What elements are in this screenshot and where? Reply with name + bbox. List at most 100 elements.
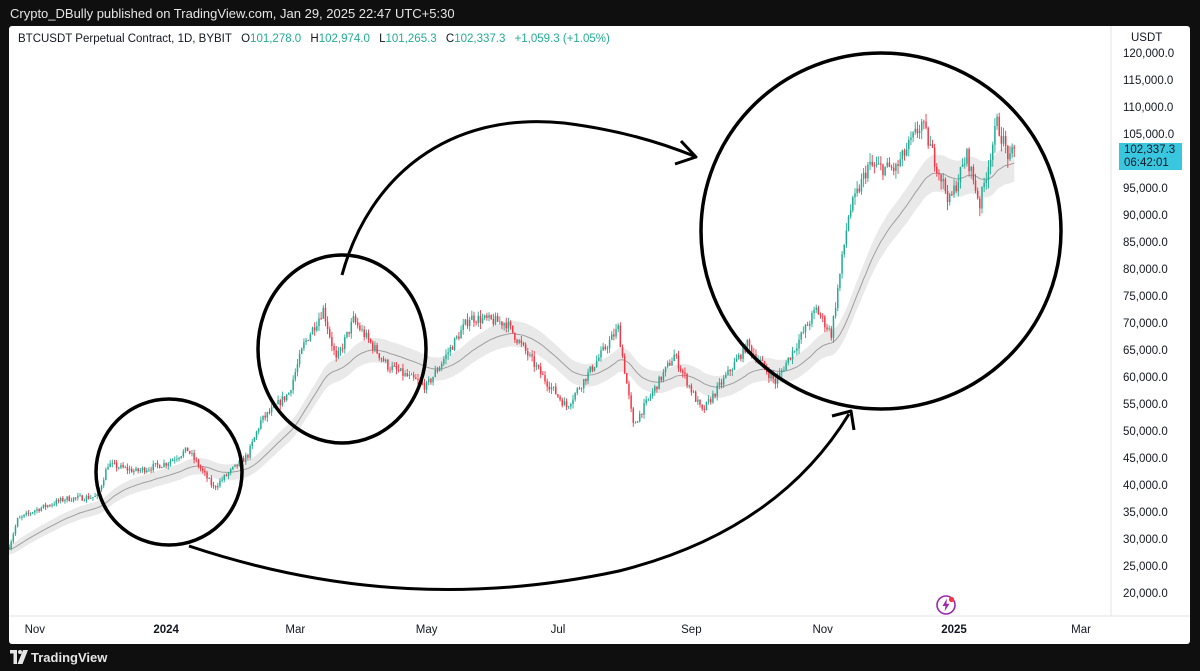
- candle: [725, 371, 727, 379]
- candle: [651, 388, 654, 399]
- candle: [946, 184, 949, 211]
- publisher-line: Crypto_DBully published on TradingView.c…: [10, 6, 455, 21]
- candle: [305, 337, 307, 346]
- candle: [710, 396, 712, 405]
- candle: [854, 188, 856, 205]
- candle: [257, 427, 260, 435]
- candle: [908, 136, 910, 157]
- candle: [92, 497, 94, 501]
- price-tick-label: 30,000.0: [1123, 534, 1168, 546]
- candle: [251, 438, 254, 450]
- candle: [466, 313, 469, 329]
- time-tick-label: Mar: [1071, 624, 1091, 636]
- candle: [875, 156, 878, 168]
- candle: [193, 449, 195, 464]
- candle: [479, 310, 482, 330]
- candle: [966, 147, 968, 167]
- candle: [53, 501, 55, 507]
- candle: [918, 124, 921, 139]
- candle: [51, 502, 53, 508]
- flash-icon[interactable]: [935, 594, 957, 616]
- candle: [585, 378, 587, 385]
- candle: [589, 366, 591, 374]
- candle: [824, 315, 826, 333]
- candle: [382, 356, 385, 362]
- time-tick-label: Sep: [681, 624, 701, 636]
- candle: [996, 113, 998, 130]
- candle: [158, 464, 161, 469]
- candle: [858, 184, 861, 194]
- price-tick-label: 65,000.0: [1123, 345, 1168, 357]
- candle: [737, 352, 740, 360]
- candle: [880, 156, 882, 171]
- candle: [219, 478, 221, 488]
- candle: [189, 450, 191, 455]
- last-price-badge: 102,337.3 06:42:01: [1119, 143, 1182, 170]
- open-value: 101,278.0: [250, 33, 302, 45]
- candle: [148, 467, 150, 473]
- candle: [888, 157, 891, 168]
- candle: [964, 157, 966, 169]
- candle: [600, 346, 602, 362]
- candle: [249, 443, 251, 461]
- candle: [953, 179, 955, 198]
- candle: [21, 515, 23, 521]
- chart-panel[interactable]: 20,000.0 25,000.0 30,000.0 35,000.0 40,000.0…: [9, 26, 1190, 644]
- open-label: O: [241, 33, 251, 45]
- candle: [389, 366, 391, 374]
- candle: [191, 449, 193, 457]
- candle: [936, 163, 938, 177]
- price-tick-label: 115,000.0: [1123, 75, 1173, 87]
- candle: [529, 352, 531, 358]
- candle: [645, 395, 647, 406]
- candle: [66, 496, 68, 503]
- time-tick-label: Jul: [551, 624, 566, 636]
- candle: [948, 192, 951, 206]
- candle: [130, 466, 133, 473]
- candle: [38, 508, 40, 513]
- candle: [449, 344, 452, 357]
- price-tick-label: 70,000.0: [1123, 318, 1168, 330]
- candle: [802, 326, 805, 335]
- candle: [916, 121, 919, 138]
- candle: [654, 384, 656, 396]
- candle: [27, 510, 30, 517]
- time-axis[interactable]: Nov 2024 Mar May Jul Sep Nov 2025 Mar: [25, 624, 1091, 636]
- tradingview-brand[interactable]: TradingView: [31, 650, 108, 665]
- price-chart[interactable]: 20,000.0 25,000.0 30,000.0 35,000.0 40,000.0…: [9, 26, 1190, 644]
- candle: [301, 347, 303, 355]
- price-axis[interactable]: 20,000.0 25,000.0 30,000.0 35,000.0 40,000.0…: [1123, 48, 1174, 600]
- candle: [849, 204, 852, 219]
- time-tick-label: 2024: [153, 624, 179, 636]
- candle: [223, 474, 226, 483]
- annotation-arrow-lower: [188, 413, 851, 592]
- candle: [59, 496, 62, 504]
- candle: [821, 313, 824, 323]
- candle: [161, 466, 163, 469]
- price-unit-label[interactable]: USDT: [1131, 32, 1163, 44]
- candle: [910, 131, 912, 146]
- candle: [811, 310, 813, 328]
- candle: [245, 452, 247, 465]
- ema-line-path: [9, 162, 1015, 550]
- candle: [221, 476, 223, 483]
- candle: [806, 321, 809, 326]
- tradingview-logo-icon[interactable]: [10, 650, 28, 664]
- candle: [363, 325, 365, 341]
- candle: [44, 502, 47, 510]
- candle: [182, 449, 185, 459]
- candle: [735, 354, 738, 362]
- candle: [819, 312, 822, 319]
- candle: [402, 363, 404, 381]
- candle: [572, 394, 574, 409]
- candle: [29, 512, 32, 516]
- candle: [126, 463, 129, 475]
- candle: [796, 343, 798, 356]
- candle: [234, 464, 236, 468]
- candle: [703, 405, 706, 414]
- candle: [143, 466, 146, 475]
- candle: [798, 334, 800, 355]
- candle: [451, 345, 454, 350]
- candle: [630, 392, 632, 413]
- candle: [729, 369, 731, 376]
